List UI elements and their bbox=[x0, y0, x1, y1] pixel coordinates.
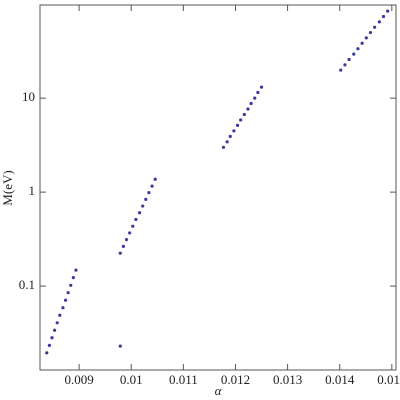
point bbox=[232, 129, 236, 133]
point bbox=[221, 145, 226, 149]
point bbox=[386, 9, 390, 13]
point bbox=[352, 52, 356, 56]
point bbox=[131, 224, 135, 228]
point bbox=[373, 25, 377, 29]
x-tick-label: 0.015 bbox=[377, 372, 400, 387]
point bbox=[150, 184, 154, 188]
y-axis-label: M(eV) bbox=[0, 170, 15, 205]
point bbox=[63, 298, 68, 302]
point bbox=[74, 268, 78, 272]
point bbox=[356, 47, 360, 51]
point bbox=[118, 344, 122, 348]
point bbox=[239, 118, 243, 122]
x-axis-label: α bbox=[215, 383, 223, 398]
x-tick-label: 0.014 bbox=[325, 372, 355, 387]
point bbox=[55, 321, 59, 325]
x-tick-label: 0.011 bbox=[169, 372, 198, 387]
point bbox=[235, 123, 240, 127]
point bbox=[141, 204, 145, 208]
point bbox=[256, 90, 260, 95]
point bbox=[339, 68, 343, 72]
point bbox=[71, 276, 75, 280]
y-tick-label: 10 bbox=[22, 89, 35, 104]
point bbox=[343, 63, 347, 67]
point bbox=[368, 30, 373, 35]
x-tick-label: 0.013 bbox=[273, 372, 302, 387]
point bbox=[347, 57, 351, 62]
point bbox=[50, 336, 54, 340]
point bbox=[360, 41, 364, 45]
point bbox=[253, 96, 257, 100]
point bbox=[121, 244, 125, 248]
point bbox=[228, 134, 232, 138]
point bbox=[242, 112, 246, 117]
point bbox=[47, 343, 51, 347]
point bbox=[364, 36, 368, 40]
point bbox=[128, 231, 132, 235]
point bbox=[124, 238, 129, 242]
point bbox=[45, 351, 49, 355]
point bbox=[381, 14, 386, 19]
plot-frame bbox=[39, 4, 397, 371]
point bbox=[61, 306, 65, 310]
y-tick-label: 1 bbox=[29, 183, 36, 198]
x-tick-label: 0.012 bbox=[221, 372, 250, 387]
x-tick-label: 0.009 bbox=[64, 372, 93, 387]
point bbox=[69, 283, 73, 287]
point bbox=[249, 101, 253, 106]
y-tick-label: 0.1 bbox=[19, 277, 35, 292]
point bbox=[377, 20, 381, 24]
point bbox=[52, 328, 57, 332]
point bbox=[144, 197, 148, 201]
point bbox=[134, 217, 138, 222]
point bbox=[66, 291, 70, 295]
point bbox=[153, 177, 157, 181]
point bbox=[58, 313, 62, 317]
point bbox=[118, 251, 122, 255]
x-tick-label: 0.01 bbox=[120, 372, 143, 387]
point bbox=[147, 190, 151, 195]
point bbox=[137, 211, 142, 215]
point bbox=[225, 140, 229, 144]
point bbox=[259, 85, 264, 89]
point bbox=[246, 107, 250, 111]
